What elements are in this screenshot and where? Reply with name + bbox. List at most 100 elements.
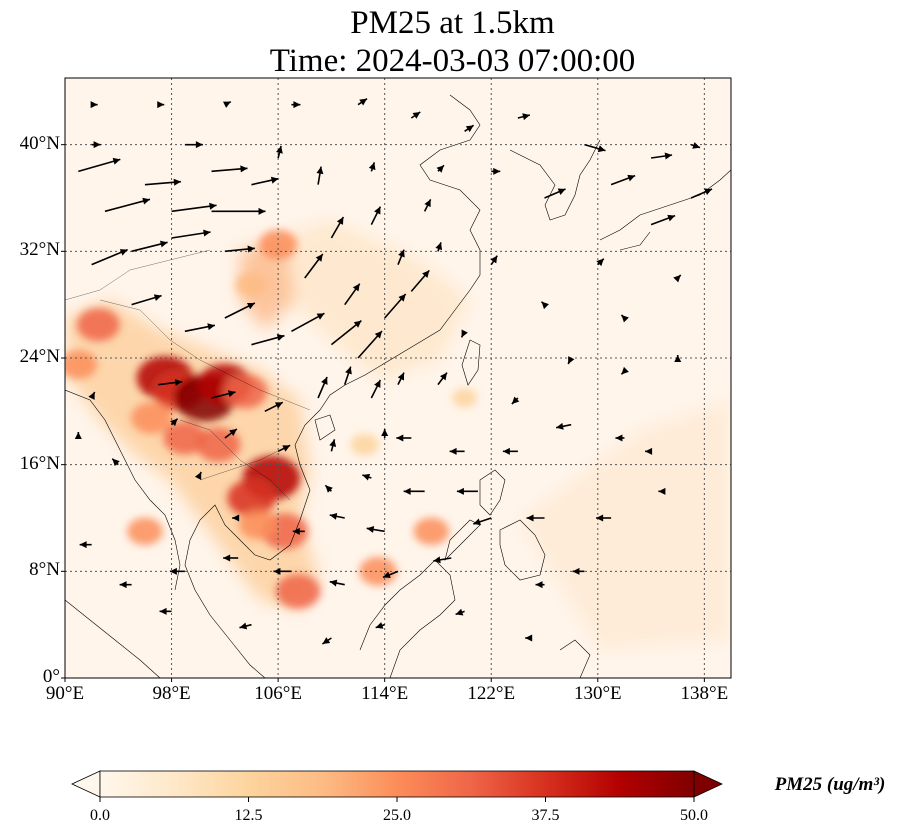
wind-arrow — [658, 487, 666, 495]
pm25-hotspot — [350, 433, 379, 456]
wind-arrow — [111, 458, 120, 467]
coast-hainan — [314, 414, 336, 441]
wind-arrow — [397, 372, 405, 386]
wind-arrow — [491, 167, 501, 175]
colorbar-tick-label: 37.5 — [531, 807, 560, 824]
wind-arrow — [232, 514, 240, 522]
wind-arrow — [304, 253, 324, 279]
haze-pacific — [520, 400, 731, 650]
map-frame — [64, 77, 732, 679]
pm25-hotspot — [163, 421, 207, 455]
wind-arrow — [673, 274, 682, 283]
wind-arrow — [357, 330, 383, 359]
wind-arrow — [79, 541, 92, 549]
wind-arrow — [74, 432, 82, 439]
wind-arrow — [596, 514, 612, 522]
wind-arrow — [449, 447, 465, 455]
wind-arrow — [690, 142, 701, 149]
colorbar-tick-label: 12.5 — [234, 807, 263, 824]
wind-arrow — [131, 240, 168, 253]
lon-tick-label: 90°E — [45, 683, 85, 704]
wind-arrow — [159, 607, 172, 615]
wind-arrow — [330, 216, 345, 239]
wind-arrow — [650, 152, 673, 160]
wind-arrow — [184, 141, 203, 149]
lon-tick-label: 114°E — [361, 683, 409, 704]
lat-tick-label: 8°N — [29, 559, 60, 581]
wind-arrow — [584, 143, 606, 153]
coast-philippines-south — [499, 519, 546, 581]
wind-arrow — [410, 111, 421, 119]
wind-arrow — [211, 390, 236, 399]
coast-china-east — [319, 94, 481, 411]
coast-myanmar — [65, 389, 181, 591]
gridlines — [65, 78, 731, 678]
pm25-hotspot — [359, 556, 397, 586]
coast-japan — [599, 169, 731, 251]
wind-arrow — [455, 608, 465, 616]
coast-gulf-thailand — [184, 504, 266, 678]
wind-arrow — [169, 567, 185, 575]
colorbar-extend-high — [693, 770, 723, 798]
map-title: PM25 at 1.5km Time: 2024-03-03 07:00:00 — [0, 4, 905, 80]
colorbar-tick-label: 0.0 — [90, 807, 110, 824]
pm25-hotspot — [238, 509, 278, 540]
lat-tick-label: 16°N — [19, 452, 60, 474]
wind-arrow — [251, 334, 285, 346]
pm25-hotspot — [76, 308, 120, 342]
wind-arrow — [158, 379, 183, 387]
pm25-hotspot — [65, 350, 98, 380]
lat-tick-label: 24°N — [19, 346, 60, 367]
wind-arrow — [567, 356, 575, 365]
wind-arrow — [291, 312, 325, 333]
wind-arrow — [224, 302, 256, 319]
wind-arrow — [194, 471, 202, 480]
wind-arrow — [502, 447, 518, 455]
colorbar-label: PM25 (ug/m³) — [774, 774, 886, 795]
coast-vietnam — [254, 409, 321, 561]
wind-arrow — [131, 294, 162, 306]
wind-arrow — [104, 197, 151, 213]
wind-arrow — [596, 258, 605, 267]
wind-arrow — [321, 637, 332, 645]
wind-arrow — [329, 579, 345, 587]
wind-arrow — [620, 314, 629, 323]
wind-arrow — [464, 124, 475, 133]
wind-arrow — [292, 527, 305, 535]
pm25-hotspot — [275, 574, 321, 609]
wind-arrow — [90, 101, 98, 109]
wind-arrow — [171, 229, 211, 239]
wind-arrow — [436, 164, 445, 173]
wind-arrow — [170, 418, 179, 427]
wind-arrow — [91, 248, 128, 266]
wind-arrow — [435, 242, 443, 252]
pm25-hotspot — [127, 517, 163, 546]
wind-arrow — [375, 622, 385, 629]
wind-arrow — [620, 366, 629, 375]
lat-tick-label: 40°N — [19, 132, 60, 154]
wind-arrow — [511, 396, 520, 405]
pm25-hotspot — [452, 388, 477, 408]
wind-arrow — [223, 554, 239, 562]
wind-arrow — [366, 526, 385, 533]
colorbar-extend-low — [71, 770, 101, 798]
wind-arrow — [382, 570, 399, 579]
wind-arrow — [544, 188, 566, 199]
lon-tick-label: 138°E — [680, 683, 729, 704]
wind-arrow — [384, 293, 407, 319]
wind-arrow — [535, 581, 545, 589]
wind-arrow — [517, 113, 531, 121]
coast-korea — [509, 139, 601, 221]
wind-arrow — [410, 269, 430, 292]
wind-arrow — [423, 198, 432, 212]
wind-arrow — [78, 157, 121, 173]
wind-arrow — [472, 517, 492, 526]
wind-arrow — [526, 514, 545, 522]
pm25-hotspot — [227, 479, 276, 517]
coast-sumatra — [65, 599, 161, 678]
colorbar-body — [99, 770, 695, 798]
wind-arrow — [357, 98, 368, 106]
colorbar-tick-label: 50.0 — [680, 807, 708, 824]
wind-arrow — [343, 366, 352, 385]
coast-borneo — [359, 559, 456, 678]
